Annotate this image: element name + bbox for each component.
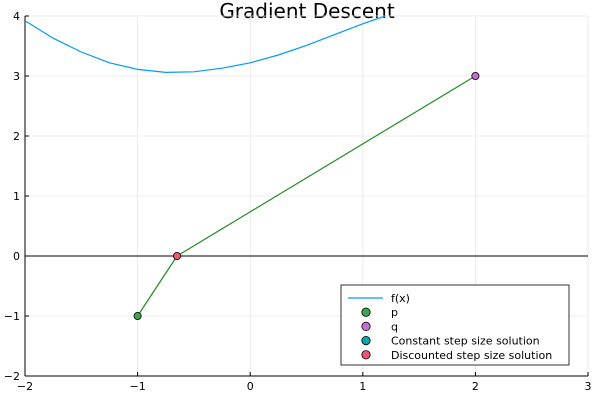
y-tick-label: 1 xyxy=(13,190,20,203)
legend-label: p xyxy=(391,306,398,319)
fx-curve xyxy=(24,15,386,74)
y-tick-label: 2 xyxy=(13,130,20,143)
legend-swatch-marker xyxy=(361,307,371,317)
chart-title: Gradient Descent xyxy=(219,0,395,23)
x-tick-label: −1 xyxy=(129,380,145,393)
tick-labels: −2 −1 0 1 2 3 −2 −1 0 1 2 3 4 xyxy=(4,10,592,393)
legend-label: f(x) xyxy=(391,292,410,305)
point-discounted-step-size-solution xyxy=(173,251,182,260)
legend-label: q xyxy=(391,320,398,333)
y-tick-label: −1 xyxy=(4,310,20,323)
legend-label: Discounted step size solution xyxy=(391,349,552,362)
legend-label: Constant step size solution xyxy=(391,335,540,348)
y-tick-label: 4 xyxy=(13,10,20,23)
y-tick-label: 0 xyxy=(13,250,20,263)
plot-frame xyxy=(24,15,589,377)
legend-swatch-marker xyxy=(361,350,371,360)
y-tick-label: 3 xyxy=(13,70,20,83)
y-tick-label: −2 xyxy=(4,370,20,383)
point-p xyxy=(133,311,142,320)
legend-swatch-marker xyxy=(361,335,371,346)
data-layer xyxy=(24,15,588,320)
x-tick-label: 3 xyxy=(585,380,592,393)
x-tick-label: 1 xyxy=(359,380,366,393)
legend: f(x)pq Constant step size solutionDiscoun… xyxy=(340,284,570,366)
x-tick-label: 0 xyxy=(247,380,254,393)
x-tick-label: −2 xyxy=(17,380,33,393)
x-tick-label: 2 xyxy=(472,380,479,393)
legend-swatch-marker xyxy=(361,321,371,331)
point-q xyxy=(471,72,480,81)
